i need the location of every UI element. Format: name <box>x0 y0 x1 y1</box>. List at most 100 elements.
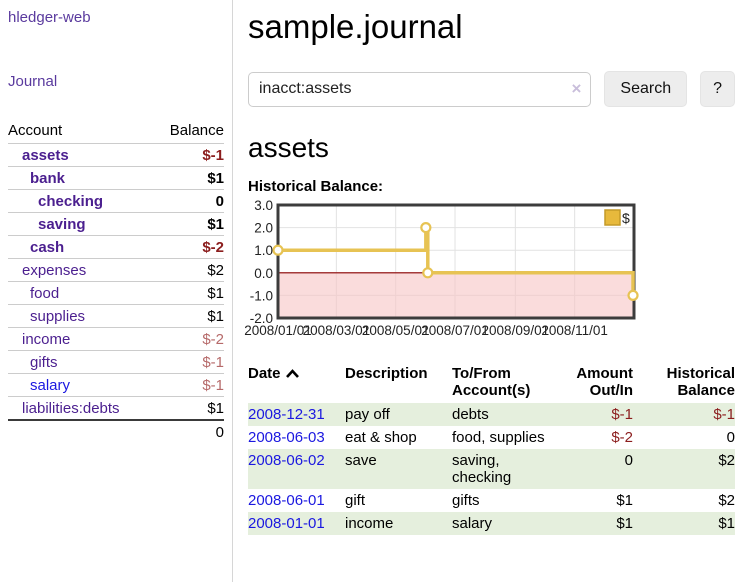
svg-text:0.0: 0.0 <box>254 266 273 281</box>
transaction-balance: $1 <box>718 515 735 532</box>
account-link[interactable]: bank <box>30 170 66 187</box>
account-balance: $1 <box>153 281 224 305</box>
sidebar-item-journal[interactable]: Journal <box>8 73 58 90</box>
accounts-table: Account Balance assets $-1 bank $1 check… <box>8 119 224 443</box>
svg-text:2.0: 2.0 <box>254 221 273 236</box>
svg-text:2008/03/01: 2008/03/01 <box>303 323 371 338</box>
svg-text:2008/01/01: 2008/01/01 <box>244 323 312 338</box>
account-row: salary $-1 <box>8 373 224 397</box>
account-balance: 0 <box>153 189 224 213</box>
svg-text:2008/09/01: 2008/09/01 <box>482 323 550 338</box>
svg-text:1.0: 1.0 <box>254 243 273 258</box>
account-row: assets $-1 <box>8 143 224 167</box>
account-link[interactable]: salary <box>30 377 71 394</box>
account-row: food $1 <box>8 281 224 305</box>
account-balance: $1 <box>153 212 224 236</box>
account-row: gifts $-1 <box>8 350 224 374</box>
register-header-balance: Historical Balance <box>666 365 735 399</box>
transaction-accounts: food, supplies <box>452 429 545 446</box>
svg-text:2008/11/01: 2008/11/01 <box>541 323 608 338</box>
transaction-balance: $-1 <box>713 406 735 423</box>
transaction-accounts: saving, checking <box>452 452 512 486</box>
register-row: 2008-01-01 income salary $1 $1 <box>248 512 735 535</box>
transaction-balance: $2 <box>718 452 735 469</box>
main-content: sample.journal × Search ? assets Histori… <box>244 0 742 535</box>
search-input-wrap: × <box>248 71 592 107</box>
help-button[interactable]: ? <box>700 71 735 107</box>
account-balance: $-2 <box>153 327 224 351</box>
account-balance: $-1 <box>153 143 224 167</box>
search-button[interactable]: Search <box>604 71 688 107</box>
account-row: cash $-2 <box>8 235 224 259</box>
register-row: 2008-06-03 eat & shop food, supplies $-2… <box>248 426 735 449</box>
account-row: liabilities:debts $1 <box>8 396 224 420</box>
accounts-header-account: Account <box>8 122 63 139</box>
account-balance: $-1 <box>153 350 224 374</box>
transaction-amount: $-1 <box>611 406 633 423</box>
account-balance: $1 <box>153 396 224 420</box>
account-link[interactable]: cash <box>30 239 65 256</box>
account-heading: assets <box>248 132 329 163</box>
sidebar: hledger-web Journal Account Balance asse… <box>0 0 233 582</box>
transaction-date-link[interactable]: 2008-06-03 <box>248 429 325 446</box>
account-balance: $2 <box>153 258 224 282</box>
transaction-date-link[interactable]: 2008-06-01 <box>248 492 325 509</box>
account-row: income $-2 <box>8 327 224 351</box>
transaction-description: save <box>345 452 377 469</box>
transaction-date-link[interactable]: 2008-06-02 <box>248 452 325 469</box>
chart-title: Historical Balance: <box>248 178 384 195</box>
transaction-date-link[interactable]: 2008-01-01 <box>248 515 325 532</box>
transaction-balance: $2 <box>718 492 735 509</box>
account-row: checking 0 <box>8 189 224 213</box>
app-brand-link[interactable]: hledger-web <box>8 9 91 26</box>
svg-text:-2.0: -2.0 <box>250 311 273 326</box>
account-link[interactable]: assets <box>22 147 69 164</box>
account-row: saving $1 <box>8 212 224 236</box>
register-header-row: Date Description To/From Account(s) Amou… <box>248 363 735 403</box>
transaction-accounts: debts <box>452 406 489 423</box>
clear-search-icon[interactable]: × <box>571 78 582 98</box>
account-row: expenses $2 <box>8 258 224 282</box>
account-link[interactable]: checking <box>38 193 104 210</box>
transaction-description: gift <box>345 492 366 509</box>
account-balance: $1 <box>153 166 224 190</box>
register-row: 2008-06-02 save saving, checking 0 $2 <box>248 449 735 489</box>
transaction-accounts: salary <box>452 515 493 532</box>
search-bar: × Search ? <box>248 71 735 107</box>
register-header-date[interactable]: Date <box>248 363 345 403</box>
transaction-amount: 0 <box>624 452 633 469</box>
accounts-total-value: 0 <box>153 419 224 443</box>
account-link[interactable]: food <box>30 285 60 302</box>
account-balance: $-1 <box>153 373 224 397</box>
transaction-accounts: gifts <box>452 492 480 509</box>
transaction-amount: $1 <box>616 492 633 509</box>
svg-text:3.0: 3.0 <box>254 198 273 213</box>
svg-text:$: $ <box>622 210 630 226</box>
transaction-date-link[interactable]: 2008-12-31 <box>248 406 325 423</box>
account-link[interactable]: saving <box>38 216 86 233</box>
transaction-amount: $-2 <box>611 429 633 446</box>
transaction-balance: 0 <box>726 429 735 446</box>
register-row: 2008-06-01 gift gifts $1 $2 <box>248 489 735 512</box>
svg-text:-1.0: -1.0 <box>250 288 273 303</box>
transaction-description: eat & shop <box>345 429 417 446</box>
svg-text:2008/07/01: 2008/07/01 <box>421 323 489 338</box>
account-link[interactable]: expenses <box>22 262 87 279</box>
account-link[interactable]: liabilities:debts <box>22 400 120 417</box>
register-row: 2008-12-31 pay off debts $-1 $-1 <box>248 403 735 426</box>
account-link[interactable]: supplies <box>30 308 86 325</box>
account-row: supplies $1 <box>8 304 224 328</box>
transaction-description: income <box>345 515 394 532</box>
sort-asc-icon <box>285 366 300 383</box>
search-input[interactable] <box>248 71 592 107</box>
accounts-total-row: 0 <box>8 419 224 443</box>
account-row: bank $1 <box>8 166 224 190</box>
account-link[interactable]: gifts <box>30 354 58 371</box>
account-link[interactable]: income <box>22 331 71 348</box>
historical-balance-chart: $3.0 2.0 1.0 0.0 -1.0 -2.02008/01/012008/03/0… <box>244 198 639 338</box>
accounts-header-row: Account Balance <box>8 119 224 144</box>
svg-text:2008/05/01: 2008/05/01 <box>362 323 430 338</box>
register-header-amount: Amount Out/In <box>576 365 633 399</box>
register-header-description: Description <box>345 365 428 382</box>
account-balance: $1 <box>153 304 224 328</box>
